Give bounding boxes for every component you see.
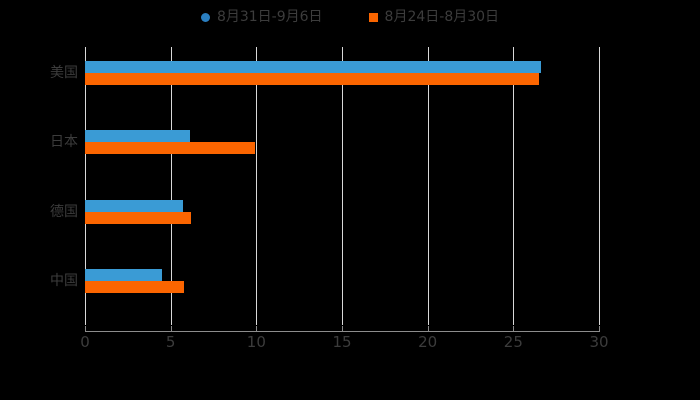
- gridline-25: [513, 47, 515, 325]
- legend-label-series-2: 8月24日-8月30日: [384, 9, 500, 25]
- bar-日本-series-1[interactable]: [85, 130, 190, 143]
- bar-中国-series-1[interactable]: [85, 269, 163, 282]
- gridline-15: [342, 47, 343, 325]
- x-tick-label-20: 20: [418, 333, 438, 351]
- x-tick-mark-5: [170, 326, 172, 332]
- bar-美国-series-1[interactable]: [85, 60, 541, 73]
- x-tick-mark-10: [256, 326, 258, 332]
- bar-日本-series-2[interactable]: [85, 142, 255, 155]
- gridline-20: [427, 47, 429, 325]
- x-tick-mark-25: [513, 326, 515, 332]
- bar-中国-series-2[interactable]: [85, 281, 185, 294]
- x-tick-label-15: 15: [332, 333, 352, 351]
- y-category-label-中国: 中国: [50, 273, 78, 290]
- bar-德国-series-2[interactable]: [85, 211, 192, 224]
- gridline-30: [599, 47, 600, 325]
- bar-德国-series-1[interactable]: [85, 199, 183, 212]
- legend-label-series-1: 8月31日-9月6日: [216, 9, 323, 25]
- y-category-label-日本: 日本: [50, 134, 78, 151]
- plot-area: [85, 47, 600, 325]
- y-category-label-德国: 德国: [50, 203, 78, 220]
- x-tick-label-0: 0: [80, 333, 90, 351]
- gridline-5: [170, 47, 172, 325]
- x-tick-mark-0: [85, 326, 86, 332]
- x-tick-label-25: 25: [503, 333, 523, 351]
- bar-美国-series-2[interactable]: [85, 72, 540, 85]
- x-tick-mark-30: [599, 326, 600, 332]
- gridline-10: [256, 47, 258, 325]
- x-tick-label-30: 30: [589, 333, 609, 351]
- x-tick-mark-20: [427, 326, 429, 332]
- x-tick-mark-15: [342, 326, 343, 332]
- circle-icon: [200, 12, 210, 22]
- x-tick-label-5: 5: [165, 333, 176, 351]
- gridline-0: [85, 47, 86, 325]
- legend-item-series-2[interactable]: 8月24日-8月30日: [368, 9, 500, 25]
- legend-item-series-1[interactable]: 8月31日-9月6日: [200, 9, 323, 25]
- chart-legend: 8月31日-9月6日 8月24日-8月30日: [0, 4, 700, 30]
- x-tick-label-10: 10: [246, 333, 266, 351]
- square-icon: [368, 12, 378, 22]
- y-category-label-美国: 美国: [50, 64, 78, 81]
